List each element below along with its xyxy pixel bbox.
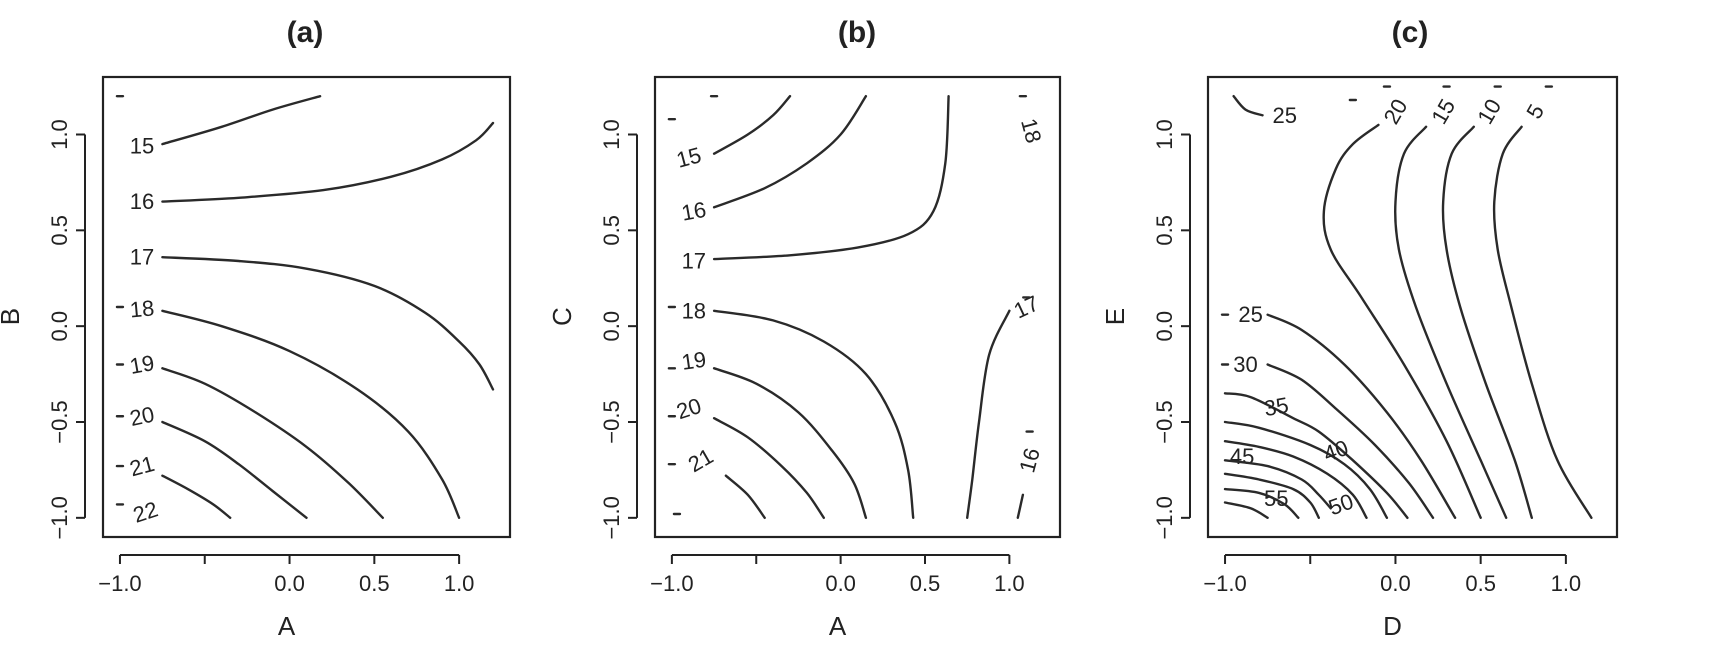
contour-line-5 <box>1494 127 1591 518</box>
contour-label: 18 <box>129 295 156 322</box>
x-tick-label: 0.0 <box>825 571 856 596</box>
y-axis-label: B <box>0 308 25 325</box>
contour-line-15 <box>714 96 790 154</box>
contour-label: 18 <box>1016 116 1046 146</box>
contour-line <box>1225 503 1268 518</box>
contour-label: 19 <box>680 347 708 375</box>
contour-label: 5 <box>1521 100 1549 123</box>
panel-title: (c) <box>1392 16 1429 49</box>
x-tick-label: 0.5 <box>1465 571 1496 596</box>
contour-line-17 <box>967 311 1009 518</box>
x-tick-label: 0.5 <box>910 571 941 596</box>
x-tick-label: 0.0 <box>274 571 305 596</box>
panel-b: (b) −1.0 0.0 0.5 1.0 A −1.0 −0.5 0.0 0.5 1.0 C 15 16 1… <box>547 16 1060 641</box>
contour-line-15 <box>162 96 320 144</box>
y-tick-label: 0.0 <box>599 311 624 342</box>
x-axis-label: D <box>1383 611 1402 641</box>
panel-title: (a) <box>287 16 324 49</box>
x-tick-label: −1.0 <box>650 571 693 596</box>
contour-label: 21 <box>127 451 157 481</box>
contour-line-16 <box>714 96 866 207</box>
y-axis-label: C <box>547 307 577 326</box>
contour-line-20 <box>714 418 824 518</box>
contour-label: 45 <box>1230 444 1254 469</box>
contour-label: 21 <box>684 443 718 477</box>
y-tick-label: 0.0 <box>1152 311 1177 342</box>
contour-line-16 <box>1018 495 1023 518</box>
x-tick-label: 0.5 <box>359 571 390 596</box>
contour-line-16 <box>162 123 493 202</box>
x-axis-label: A <box>829 611 847 641</box>
contour-label: 16 <box>1014 445 1044 475</box>
contour-label: 22 <box>130 496 161 527</box>
contour-label: 15 <box>1426 95 1460 129</box>
contour-label: 16 <box>680 197 708 226</box>
contour-label: 15 <box>674 142 704 172</box>
y-tick-label: 0.5 <box>1152 215 1177 246</box>
contour-label: 20 <box>1379 95 1413 129</box>
y-tick-label: −0.5 <box>599 400 624 443</box>
contour-label: 16 <box>130 189 154 214</box>
y-tick-label: 0.5 <box>47 215 72 246</box>
contour-label: 20 <box>127 402 156 432</box>
contour-label: 35 <box>1262 392 1290 421</box>
y-tick-label: −0.5 <box>47 400 72 443</box>
y-tick-label: −1.0 <box>1152 496 1177 539</box>
y-tick-label: −0.5 <box>1152 400 1177 443</box>
x-tick-label: 0.0 <box>1380 571 1411 596</box>
y-axis-label: E <box>1100 308 1130 325</box>
x-axis-label: A <box>278 611 296 641</box>
x-tick-label: −1.0 <box>98 571 141 596</box>
panel-title: (b) <box>838 16 876 49</box>
panel-c: (c) −1.0 0.0 0.5 1.0 D −1.0 −0.5 0.0 0.5 1.0 E 25 20 1… <box>1100 16 1617 641</box>
x-tick-label: −1.0 <box>1203 571 1246 596</box>
contour-line-21 <box>162 476 230 518</box>
y-tick-label: 1.0 <box>1152 119 1177 150</box>
contour-line-19 <box>162 368 382 518</box>
contour-label: 18 <box>682 298 706 323</box>
y-tick-label: 0.5 <box>599 215 624 246</box>
contour-label: 15 <box>130 134 154 159</box>
contour-label: 19 <box>128 350 156 379</box>
contour-line-18 <box>162 311 459 518</box>
plot-frame <box>655 77 1060 537</box>
contour-line-17 <box>714 96 949 259</box>
contour-line-25 <box>1268 315 1456 518</box>
contour-line-25 <box>1234 96 1263 115</box>
plot-frame <box>103 77 510 537</box>
contour-label: 25 <box>1238 302 1262 327</box>
contour-line-15 <box>1395 127 1506 518</box>
contour-line-19 <box>714 368 866 518</box>
panel-a: (a) −1.0 0.0 0.5 1.0 A −1.0 −0.5 0.0 0.5 1.0 B 15 16 1… <box>0 16 510 641</box>
x-tick-label: 1.0 <box>1551 571 1582 596</box>
contour-label: 40 <box>1320 435 1352 467</box>
y-tick-label: 0.0 <box>47 311 72 342</box>
contour-label: 17 <box>682 249 706 274</box>
contour-label: 17 <box>1010 290 1043 323</box>
contour-line-18 <box>714 311 913 518</box>
x-tick-label: 1.0 <box>444 571 475 596</box>
contour-label: 25 <box>1272 103 1296 128</box>
contour-label: 30 <box>1233 352 1257 377</box>
contour-label: 20 <box>673 393 704 424</box>
y-tick-label: 1.0 <box>599 119 624 150</box>
x-tick-label: 1.0 <box>994 571 1025 596</box>
y-tick-label: −1.0 <box>599 496 624 539</box>
contour-label: 17 <box>130 245 154 270</box>
plot-frame <box>1208 77 1617 537</box>
y-tick-label: −1.0 <box>47 496 72 539</box>
contour-line-21 <box>726 476 765 518</box>
contour-label: 10 <box>1472 95 1506 129</box>
contour-line-20 <box>162 422 306 518</box>
y-tick-label: 1.0 <box>47 119 72 150</box>
